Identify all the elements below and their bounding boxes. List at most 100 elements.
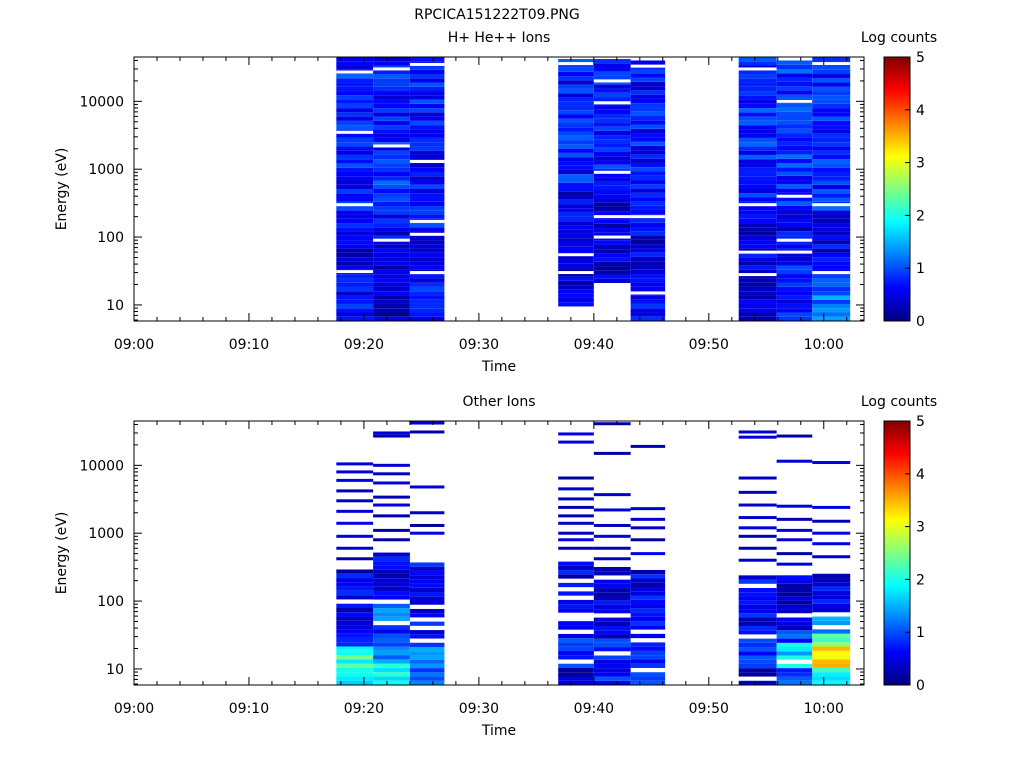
colorbar: 0 1 2 3 4 5	[883, 50, 925, 330]
energy-bin	[336, 521, 374, 525]
energy-bin	[776, 171, 813, 176]
energy-bin	[558, 67, 594, 72]
energy-bin	[593, 97, 631, 102]
energy-bin	[812, 180, 851, 185]
energy-bin	[593, 59, 631, 64]
energy-bin	[558, 650, 594, 656]
energy-bin	[409, 672, 445, 677]
energy-bin	[336, 499, 374, 503]
energy-bin	[336, 299, 374, 304]
energy-bin	[336, 78, 374, 83]
energy-bin	[373, 608, 410, 613]
energy-bin	[593, 659, 631, 664]
energy-bin	[630, 608, 666, 613]
energy-bin	[738, 146, 777, 151]
energy-bin	[409, 566, 445, 571]
energy-bin	[558, 608, 594, 613]
energy-bin	[593, 194, 631, 199]
energy-bin	[593, 655, 631, 660]
energy-bin	[336, 629, 374, 634]
energy-bin	[593, 523, 631, 527]
energy-bin	[409, 176, 445, 181]
energy-bin	[738, 99, 777, 104]
energy-bin	[336, 637, 374, 643]
energy-bin	[373, 167, 410, 172]
energy-bin	[336, 650, 374, 656]
plot-frame	[133, 420, 865, 686]
energy-bin	[558, 280, 594, 286]
time-column	[336, 57, 374, 321]
energy-bin	[558, 246, 594, 251]
energy-bin	[812, 629, 851, 634]
energy-bin	[593, 164, 631, 169]
energy-bin	[373, 129, 410, 134]
energy-bin	[738, 534, 777, 538]
energy-bin	[776, 579, 813, 584]
energy-bin	[593, 571, 631, 576]
energy-bin	[630, 650, 666, 656]
energy-bin	[409, 91, 445, 96]
energy-bin	[630, 154, 666, 159]
data-gap	[336, 270, 374, 274]
energy-bin	[776, 188, 813, 193]
energy-bin	[593, 63, 631, 68]
energy-bin	[409, 613, 445, 618]
energy-bin	[812, 633, 851, 638]
energy-bin	[593, 617, 631, 622]
energy-bin	[558, 191, 594, 196]
energy-bin	[738, 269, 777, 275]
energy-bin	[593, 190, 631, 195]
panel-title: H+ He++ Ions	[448, 30, 551, 46]
energy-bin	[558, 268, 594, 273]
energy-bin	[373, 95, 410, 100]
energy-bin	[336, 91, 374, 96]
energy-bin	[373, 269, 410, 275]
x-tick-label: 09:50	[689, 337, 729, 353]
energy-bin	[776, 604, 813, 610]
energy-bin	[336, 86, 374, 92]
energy-bin	[409, 642, 445, 647]
data-gap	[738, 67, 777, 71]
data-gap	[409, 62, 445, 66]
energy-bin	[336, 676, 374, 681]
energy-bin	[593, 185, 631, 191]
energy-bin	[776, 295, 813, 300]
energy-bin	[776, 69, 813, 74]
data-gap	[558, 271, 594, 275]
energy-bin	[812, 74, 851, 79]
time-column	[373, 431, 410, 685]
energy-bin	[558, 110, 594, 115]
energy-bin	[776, 184, 813, 189]
time-column	[812, 461, 851, 685]
energy-bin	[336, 607, 374, 613]
energy-bin	[336, 159, 374, 164]
energy-bin	[738, 78, 777, 83]
energy-bin	[776, 651, 813, 656]
energy-bin	[630, 659, 666, 664]
energy-bin	[593, 126, 631, 131]
energy-bin	[738, 189, 777, 194]
energy-bin	[630, 188, 666, 193]
energy-bin	[593, 588, 631, 593]
energy-bin	[630, 578, 666, 583]
energy-bin	[373, 573, 410, 579]
energy-bin	[558, 199, 594, 205]
energy-bin	[738, 638, 777, 643]
energy-bin	[336, 176, 374, 181]
energy-bin	[336, 590, 374, 596]
energy-bin	[336, 291, 374, 296]
y-tick-label: 10	[106, 662, 124, 678]
energy-bin	[373, 86, 410, 92]
energy-bin	[630, 77, 666, 82]
energy-bin	[593, 67, 631, 72]
energy-bin	[336, 189, 374, 194]
energy-bin	[812, 176, 851, 181]
energy-bin	[409, 154, 445, 160]
energy-bin	[593, 236, 631, 241]
energy-bin	[593, 109, 631, 114]
energy-bin	[409, 421, 445, 425]
energy-bin	[630, 94, 666, 99]
energy-bin	[558, 161, 594, 166]
energy-bin	[738, 163, 777, 168]
energy-bin	[776, 680, 813, 685]
